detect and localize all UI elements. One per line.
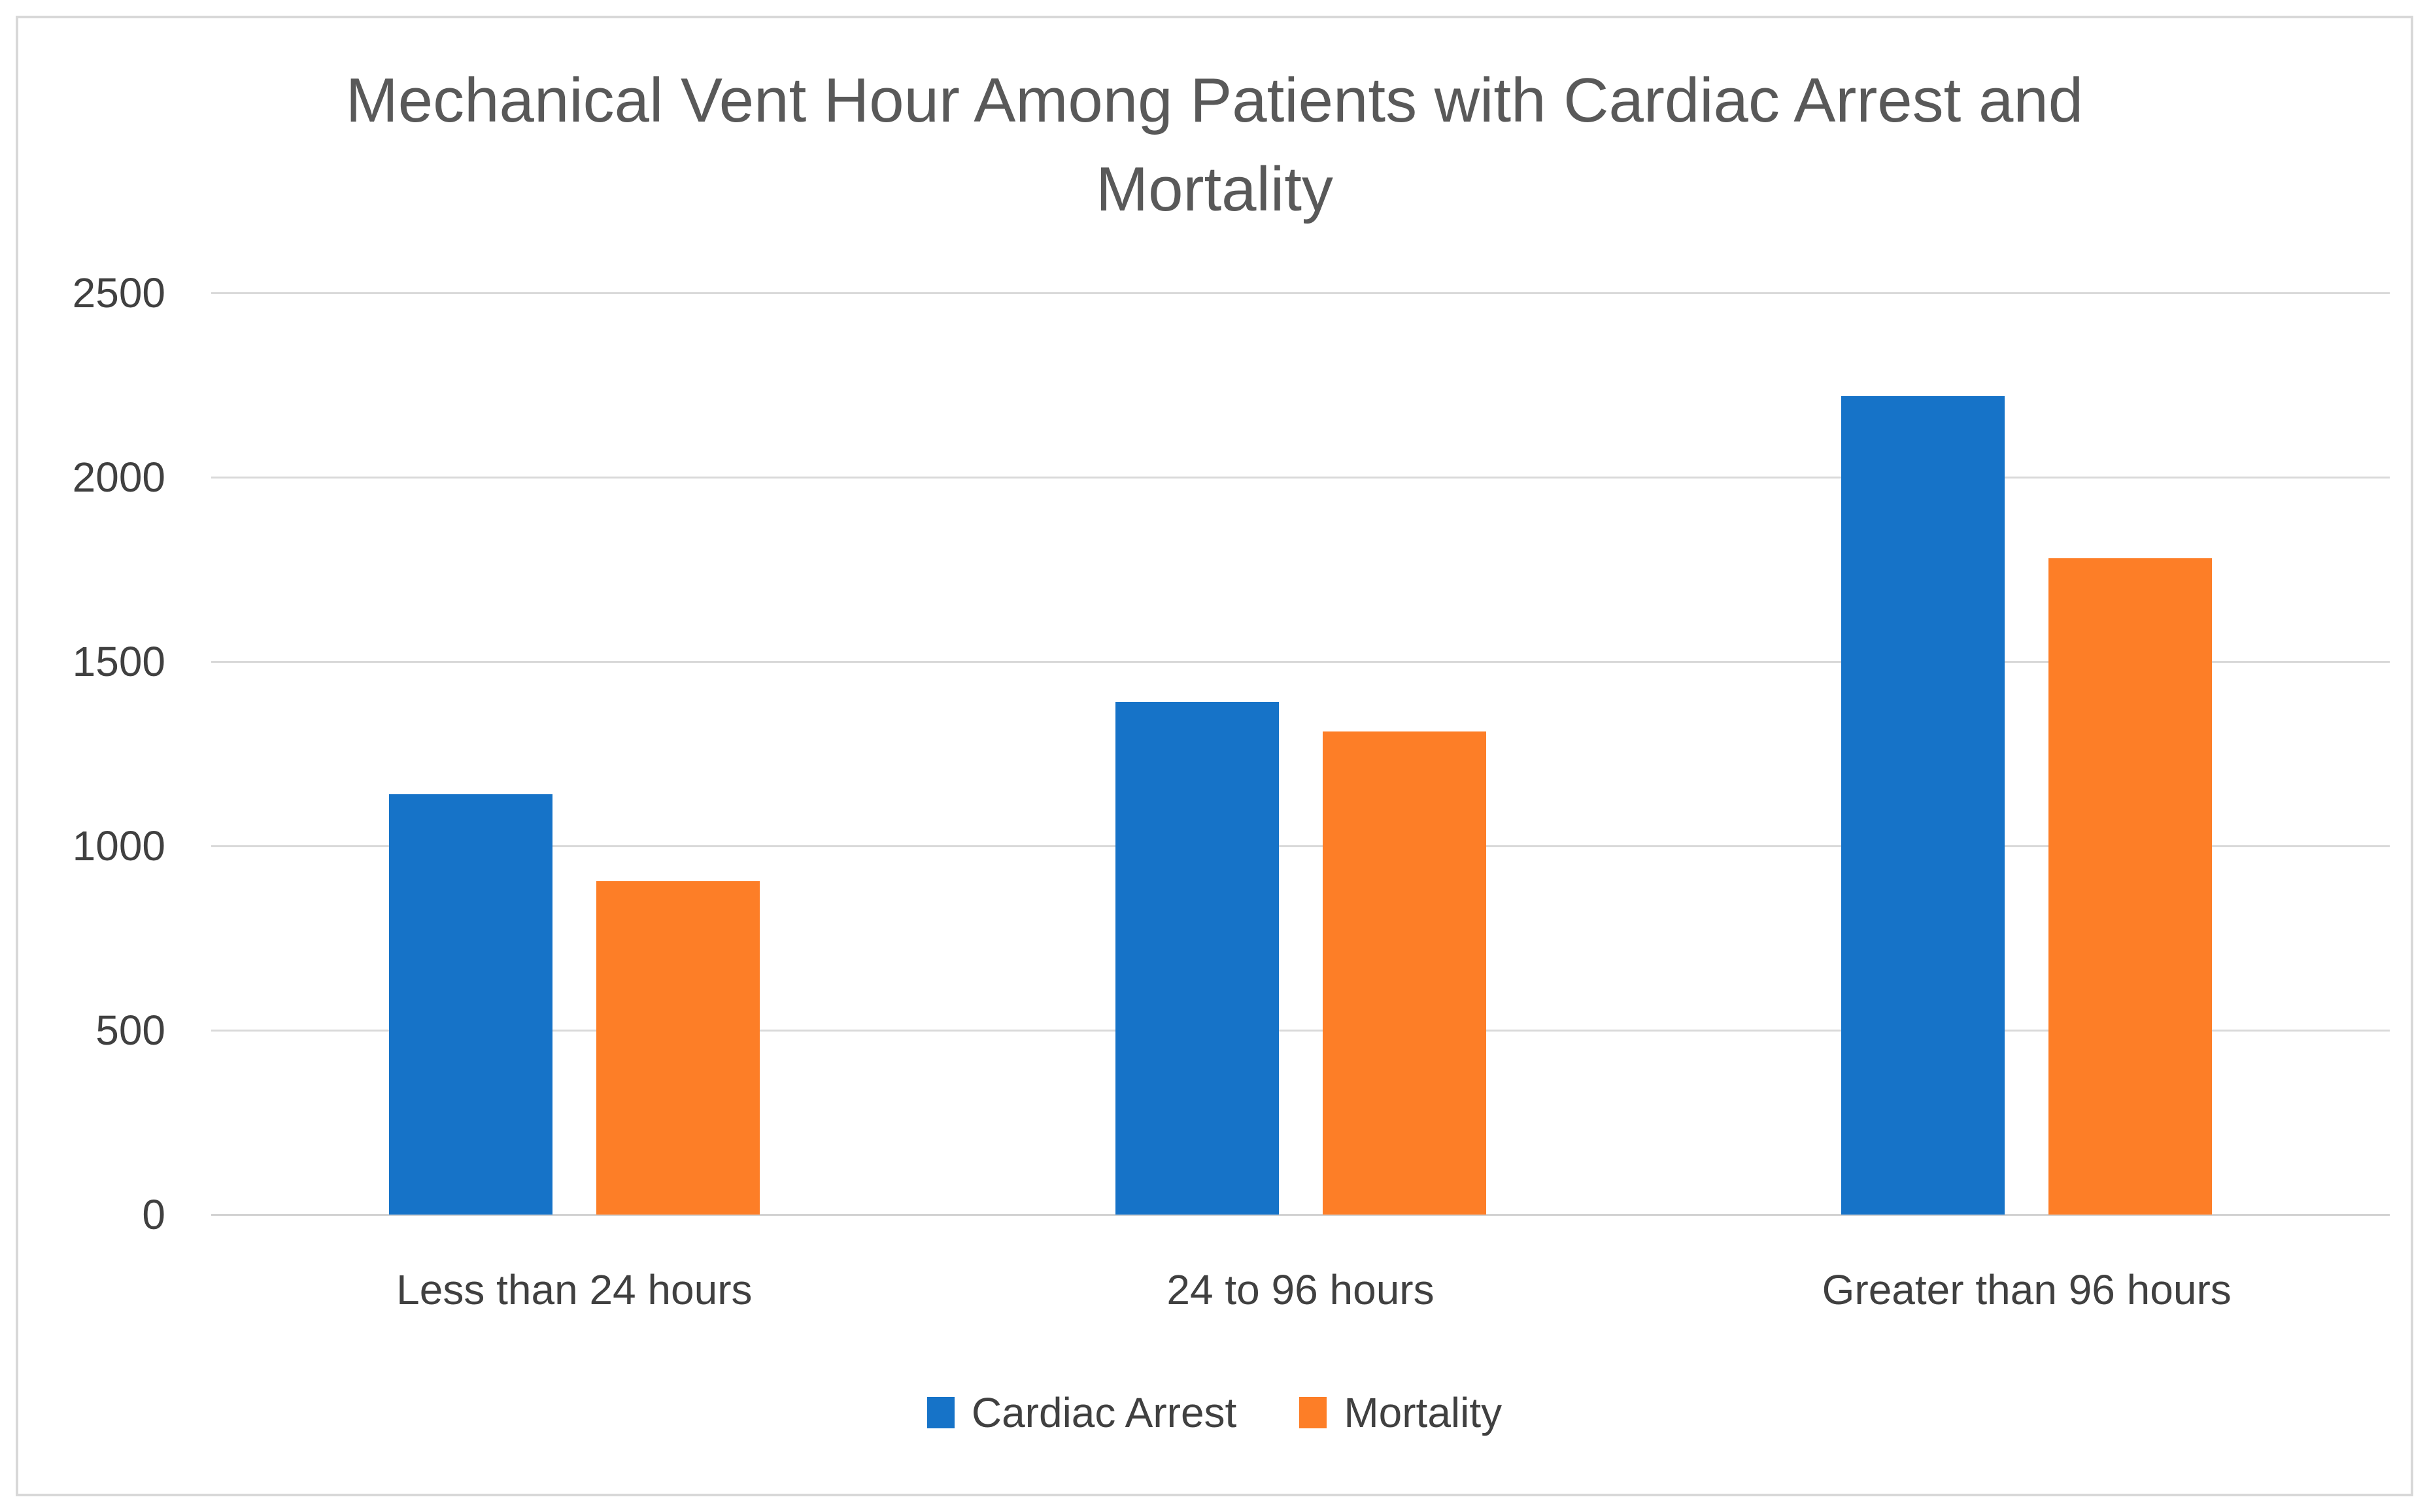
legend-item-cardiac-arrest: Cardiac Arrest	[926, 1388, 1237, 1437]
x-axis-category-label: 24 to 96 hours	[1166, 1266, 1435, 1313]
bar-mortality	[2048, 558, 2213, 1215]
legend-label: Cardiac Arrest	[971, 1389, 1237, 1436]
bar-cardiac-arrest	[1115, 702, 1279, 1215]
legend-item-mortality: Mortality	[1299, 1388, 1502, 1437]
bar-group	[1663, 293, 2390, 1215]
gridline	[211, 661, 2390, 663]
legend-swatch-icon	[926, 1397, 955, 1428]
x-axis-category-labels: Less than 24 hours 24 to 96 hours Greater …	[211, 1266, 2390, 1314]
bar-cardiac-arrest	[1841, 395, 2005, 1215]
bar-pair	[211, 293, 938, 1215]
gridline	[211, 292, 2390, 294]
gridline	[211, 1030, 2390, 1032]
legend-swatch-icon	[1299, 1397, 1327, 1428]
gridline	[211, 845, 2390, 847]
x-axis-category-label: Greater than 96 hours	[1822, 1266, 2232, 1313]
chart-title-line-2: Mortality	[1096, 154, 1333, 225]
legend-label: Mortality	[1344, 1389, 1503, 1436]
chart-title-line-1: Mechanical Vent Hour Among Patients with…	[345, 65, 2084, 135]
plot-area	[211, 292, 2390, 1216]
gridline	[211, 477, 2390, 479]
bar-group	[211, 293, 938, 1215]
y-axis-tick-label: 1500	[72, 638, 165, 685]
y-axis-tick-label: 2500	[72, 269, 165, 316]
bar-cardiac-arrest	[388, 794, 552, 1215]
legend: Cardiac Arrest Mortality	[0, 1388, 2429, 1437]
y-axis-tick-label: 1000	[72, 822, 165, 869]
chart-title: Mechanical Vent Hour Among Patients with…	[218, 56, 2212, 235]
y-axis-tick-label: 2000	[72, 454, 165, 501]
bar-mortality	[1322, 731, 1486, 1215]
bar-pair	[1663, 293, 2390, 1215]
bar-mortality	[596, 881, 760, 1215]
y-axis-tick-label: 500	[95, 1007, 165, 1054]
bar-groups	[211, 293, 2390, 1215]
y-axis-tick-label: 0	[142, 1191, 165, 1238]
x-axis-line	[211, 1214, 2390, 1216]
x-axis-category-label: Less than 24 hours	[396, 1266, 753, 1313]
y-axis-tick-labels: 2500 2000 1500 1000 500 0	[26, 269, 165, 1238]
bar-pair	[938, 293, 1664, 1215]
bar-group	[938, 293, 1664, 1215]
